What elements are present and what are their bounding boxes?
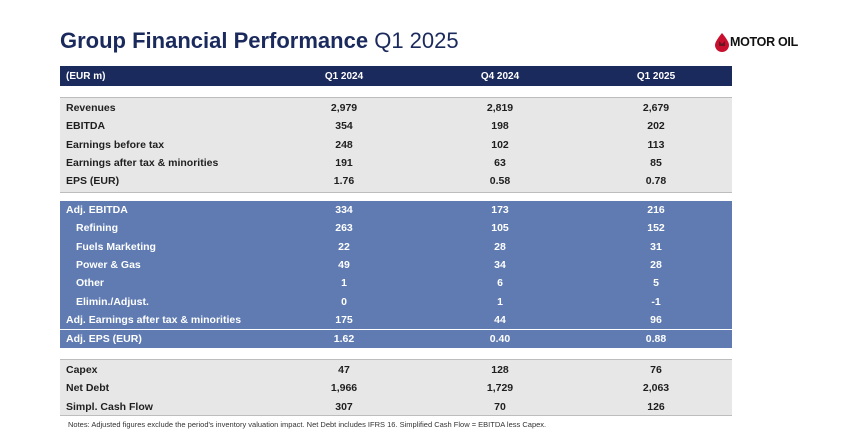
cell-value: 1 xyxy=(341,277,347,290)
cell-value: 28 xyxy=(650,259,662,272)
table-row: Adj. EBITDA 334 173 216 xyxy=(60,201,732,219)
cell-value: 263 xyxy=(335,222,353,235)
cell-value: 202 xyxy=(647,120,665,133)
table-row: Adj. Earnings after tax & minorities 175… xyxy=(60,311,732,329)
cell-value: 1,966 xyxy=(330,382,358,395)
cell-value: 126 xyxy=(647,400,665,413)
cell-value: 2,063 xyxy=(642,382,670,395)
cell-value: 47 xyxy=(338,364,350,377)
row-label: Power & Gas xyxy=(76,259,141,272)
table-row: Capex 47 128 76 xyxy=(60,361,732,379)
row-label: Adj. EBITDA xyxy=(66,204,128,217)
row-label: Adj. EPS (EUR) xyxy=(66,333,142,346)
table-row: Power & Gas 49 34 28 xyxy=(60,256,732,274)
row-label: Other xyxy=(76,277,105,290)
cell-value: 28 xyxy=(494,240,506,253)
cell-value: 2,819 xyxy=(486,102,514,115)
table-row: EPS (EUR) 1.76 0.58 0.78 xyxy=(60,172,732,190)
column-header-unit: (EUR m) xyxy=(66,70,106,82)
cell-value: 0.78 xyxy=(645,175,667,188)
column-header-q1-2025: Q1 2025 xyxy=(636,70,676,82)
cell-value: 175 xyxy=(335,313,353,326)
cell-value: 96 xyxy=(650,313,662,326)
cell-value: 0 xyxy=(341,295,347,308)
row-label: Earnings before tax xyxy=(66,138,165,151)
table-row: Elimin./Adjust. 0 1 -1 xyxy=(60,292,732,310)
cell-value: 5 xyxy=(653,277,659,290)
column-header-q1-2024: Q1 2024 xyxy=(324,70,364,82)
table-row: Revenues 2,979 2,819 2,679 xyxy=(60,99,732,117)
cell-value: 2,679 xyxy=(642,102,670,115)
table-header: (EUR m) Q1 2024 Q4 2024 Q1 2025 xyxy=(60,66,732,86)
header-row: (EUR m) Q1 2024 Q4 2024 Q1 2025 xyxy=(60,66,732,86)
logo-wordmark: MOTOR OIL xyxy=(730,35,798,49)
oil-drop-icon xyxy=(715,33,729,52)
table-row: Refining 263 105 152 xyxy=(60,219,732,237)
cell-value: 0.88 xyxy=(645,333,667,346)
cell-value: -1 xyxy=(651,295,661,308)
cell-value: 105 xyxy=(491,222,509,235)
row-label: Adj. Earnings after tax & minorities xyxy=(66,313,242,326)
cell-value: 354 xyxy=(335,120,353,133)
table-row: Fuels Marketing 22 28 31 xyxy=(60,238,732,256)
footnote: Notes: Adjusted figures exclude the peri… xyxy=(68,420,547,429)
cell-value: 34 xyxy=(494,259,506,272)
cell-value: 76 xyxy=(650,364,662,377)
page-title: Group Financial Performance Q1 2025 xyxy=(60,28,459,54)
cell-value: 85 xyxy=(650,157,662,170)
column-header-q4-2024: Q4 2024 xyxy=(480,70,520,82)
cell-value: 63 xyxy=(494,157,506,170)
cell-value: 70 xyxy=(494,400,506,413)
table-row: Adj. EPS (EUR) 1.62 0.40 0.88 xyxy=(60,329,732,348)
cell-value: 49 xyxy=(338,259,350,272)
cell-value: 248 xyxy=(335,138,353,151)
row-label: Simpl. Cash Flow xyxy=(66,400,153,413)
row-label: Net Debt xyxy=(66,382,110,395)
cell-value: 0.40 xyxy=(489,333,511,346)
adjusted-results-section: Adj. EBITDA 334 173 216 Refining 263 105… xyxy=(60,201,732,349)
reported-results-section: Revenues 2,979 2,819 2,679 EBITDA 354 19… xyxy=(60,97,732,193)
cell-value: 1.76 xyxy=(333,175,355,188)
cell-value: 307 xyxy=(335,400,353,413)
cashflow-debt-section: Capex 47 128 76 Net Debt 1,966 1,729 2,0… xyxy=(60,359,732,416)
table-row: Other 1 6 5 xyxy=(60,274,732,292)
cell-value: 44 xyxy=(494,313,506,326)
table-row: Net Debt 1,966 1,729 2,063 xyxy=(60,379,732,397)
page-title-period: Q1 2025 xyxy=(374,28,459,53)
page-title-main: Group Financial Performance xyxy=(60,28,369,53)
cell-value: 0.58 xyxy=(489,175,511,188)
table-row: Simpl. Cash Flow 307 70 126 xyxy=(60,398,732,416)
row-label: Fuels Marketing xyxy=(76,240,156,253)
cell-value: 2,979 xyxy=(330,102,358,115)
cell-value: 31 xyxy=(650,240,662,253)
table-row: EBITDA 354 198 202 xyxy=(60,117,732,135)
cell-value: 152 xyxy=(647,222,665,235)
row-label: Capex xyxy=(66,364,98,377)
cell-value: 334 xyxy=(335,204,353,217)
row-label: Revenues xyxy=(66,102,116,115)
row-label: Refining xyxy=(76,222,118,235)
cell-value: 102 xyxy=(491,138,509,151)
company-logo: MOTOR OIL xyxy=(712,32,798,52)
cell-value: 198 xyxy=(491,120,509,133)
cell-value: 191 xyxy=(335,157,353,170)
cell-value: 1,729 xyxy=(486,382,514,395)
cell-value: 216 xyxy=(647,204,665,217)
cell-value: 1 xyxy=(497,295,503,308)
cell-value: 22 xyxy=(338,240,350,253)
cell-value: 1.62 xyxy=(333,333,355,346)
table-row: Earnings before tax 248 102 113 xyxy=(60,136,732,154)
cell-value: 6 xyxy=(497,277,503,290)
row-label: Elimin./Adjust. xyxy=(76,295,149,308)
cell-value: 173 xyxy=(491,204,509,217)
row-label: EBITDA xyxy=(66,120,106,133)
row-label: EPS (EUR) xyxy=(66,175,120,188)
cell-value: 128 xyxy=(491,364,509,377)
cell-value: 113 xyxy=(647,138,665,151)
table-row: Earnings after tax & minorities 191 63 8… xyxy=(60,154,732,172)
row-label: Earnings after tax & minorities xyxy=(66,157,219,170)
